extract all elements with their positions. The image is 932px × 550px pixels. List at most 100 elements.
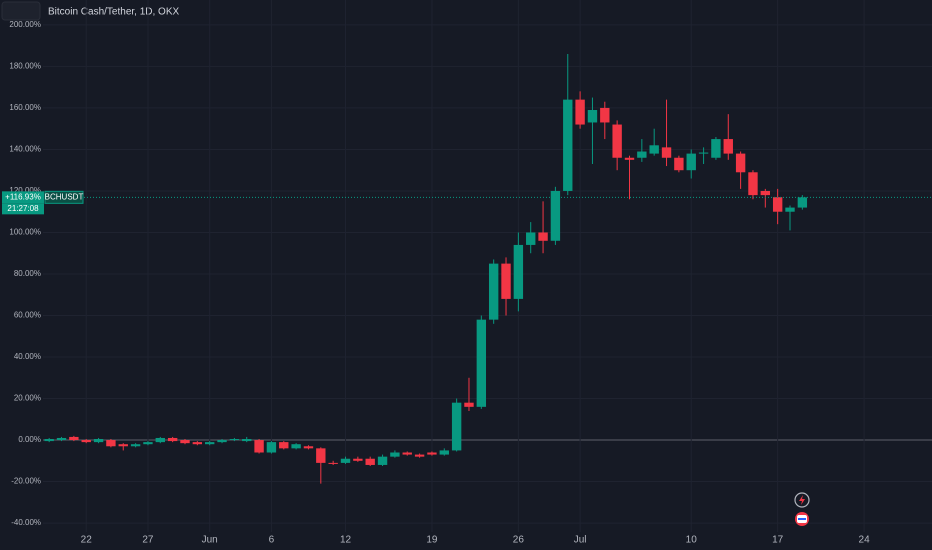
x-tick-label: 22 xyxy=(81,535,93,546)
candle-body xyxy=(624,157,635,160)
y-tick-label: 200.00% xyxy=(9,20,41,29)
candle-body xyxy=(328,462,338,464)
candle-body xyxy=(772,197,783,212)
x-tick-label: 17 xyxy=(772,535,784,546)
candle-body xyxy=(69,436,79,441)
candle-body xyxy=(686,153,696,171)
x-tick-label: Jun xyxy=(202,535,218,546)
candle-body xyxy=(674,157,684,171)
candle-body xyxy=(563,99,573,191)
candle-body xyxy=(513,244,524,299)
y-tick-label: 120.00% xyxy=(9,186,41,195)
candle-body xyxy=(279,442,289,449)
candle-body xyxy=(93,439,104,443)
x-tick-label: 27 xyxy=(142,535,154,546)
y-tick-label: 0.00% xyxy=(18,435,41,444)
candle-body xyxy=(785,207,795,212)
candle-body xyxy=(476,319,487,407)
candle-body xyxy=(118,444,128,447)
candle-body xyxy=(155,437,165,443)
chart-title: Bitcoin Cash/Tether, 1D, OKX xyxy=(48,7,180,18)
candle-body xyxy=(711,139,721,158)
candle-body xyxy=(526,232,536,245)
y-tick-label: 160.00% xyxy=(9,103,41,112)
candle-body xyxy=(637,151,647,158)
candle-body xyxy=(180,440,190,444)
candle-body xyxy=(427,452,437,455)
candle-body xyxy=(303,446,314,449)
candle-body xyxy=(377,456,388,465)
y-tick-label: 20.00% xyxy=(14,394,41,403)
x-tick-label: 26 xyxy=(513,535,525,546)
candle-body xyxy=(550,190,561,241)
candle-body xyxy=(464,402,474,407)
price-label: +116.93% xyxy=(5,192,41,201)
candle-body xyxy=(266,442,277,453)
candle-body xyxy=(291,444,301,449)
x-tick-label: Jul xyxy=(574,535,587,546)
lightning-glyph xyxy=(799,495,805,505)
event-icons[interactable] xyxy=(794,492,810,526)
x-tick-label: 10 xyxy=(686,535,698,546)
candle-body xyxy=(254,440,264,453)
candle-body xyxy=(242,439,252,442)
candle-body xyxy=(340,458,351,463)
candle-body xyxy=(612,124,622,158)
x-tick-label: 19 xyxy=(426,535,438,546)
candle-body xyxy=(748,172,758,196)
candle-body xyxy=(538,232,548,241)
x-tick-label: 24 xyxy=(859,535,871,546)
candle-body xyxy=(402,452,412,455)
countdown-badge xyxy=(2,203,44,215)
candle-body xyxy=(439,450,449,455)
y-tick-label: 80.00% xyxy=(14,269,41,278)
candle-body xyxy=(575,99,585,125)
candle-body xyxy=(698,152,709,154)
x-tick-label: 6 xyxy=(269,535,275,546)
candle-body xyxy=(760,190,771,196)
candle-body xyxy=(106,440,116,447)
candle-body xyxy=(649,145,659,154)
candle-body xyxy=(451,402,462,451)
candle-body xyxy=(44,439,54,442)
candle-body xyxy=(56,437,67,441)
candle-body xyxy=(488,263,499,320)
candle-body xyxy=(501,263,511,299)
candle-body xyxy=(143,442,153,445)
y-tick-label: 60.00% xyxy=(14,311,41,320)
candle-body xyxy=(365,458,375,465)
candle-body xyxy=(735,153,746,173)
candle-body xyxy=(723,139,733,154)
x-tick-label: 12 xyxy=(340,535,352,546)
y-tick-label: 140.00% xyxy=(9,145,41,154)
price-badge xyxy=(2,191,44,204)
symbol-badge xyxy=(44,190,84,204)
candle-body xyxy=(797,197,808,208)
candle-body xyxy=(229,439,240,441)
candle-body xyxy=(661,147,672,158)
candle-body xyxy=(192,442,203,445)
candle-body xyxy=(600,107,610,123)
candle-body xyxy=(217,440,227,443)
symbol-label: BCHUSDT xyxy=(45,192,84,201)
y-tick-label: 40.00% xyxy=(14,352,41,361)
y-tick-label: -40.00% xyxy=(11,518,41,527)
y-tick-label: -20.00% xyxy=(11,477,41,486)
candle-body xyxy=(414,454,425,457)
candle-body xyxy=(204,442,215,445)
candle-body xyxy=(130,444,141,447)
y-tick-label: 180.00% xyxy=(9,62,41,71)
symbol-icon[interactable] xyxy=(1,1,41,21)
candle-body xyxy=(390,452,400,457)
candle-body xyxy=(316,448,326,463)
y-tick-label: 100.00% xyxy=(9,228,41,237)
countdown-label: 21:27:08 xyxy=(7,204,39,213)
flag-stripe xyxy=(798,518,806,520)
candle-body xyxy=(81,440,91,443)
candle-body xyxy=(353,458,363,461)
candle-body xyxy=(587,110,598,123)
candle-body xyxy=(167,437,178,442)
